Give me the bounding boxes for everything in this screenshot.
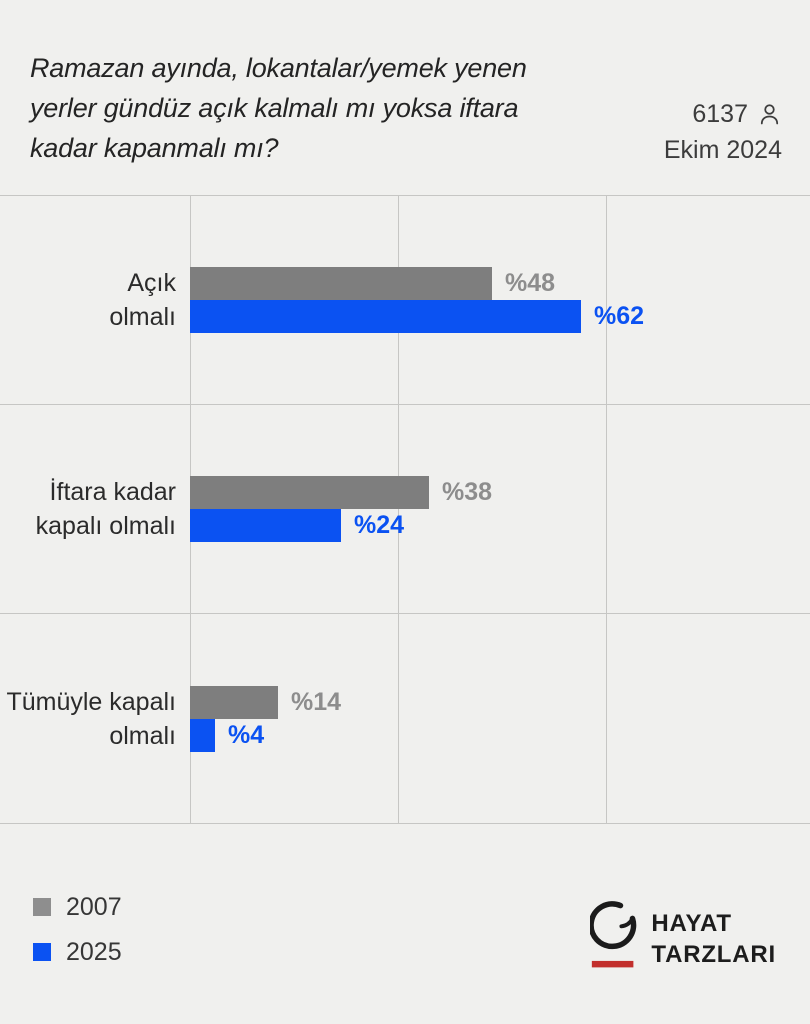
gridline-vertical-2 bbox=[398, 196, 399, 823]
value-label-2007: %14 bbox=[291, 687, 342, 716]
brand-name: HAYAT TARZLARI bbox=[651, 908, 776, 970]
legend-item-2007: 2007 bbox=[33, 893, 122, 921]
title-line-1: Ramazan ayında, lokantalar/yemek yenen bbox=[30, 53, 527, 83]
legend-item-2025: 2025 bbox=[33, 938, 122, 966]
bar-2025 bbox=[190, 300, 581, 333]
bar-2025 bbox=[190, 509, 341, 542]
bar-line-2025: %4 bbox=[190, 718, 341, 752]
swirl-circle-icon bbox=[590, 898, 638, 974]
survey-meta: 6137 Ekim 2024 bbox=[664, 100, 782, 165]
value-label-2025: %4 bbox=[228, 720, 265, 749]
legend-label-2025: 2025 bbox=[66, 937, 122, 966]
value-label-2007: %38 bbox=[442, 478, 493, 506]
bar-2007 bbox=[190, 476, 429, 509]
value-label-2025: %24 bbox=[354, 511, 405, 539]
value-label-2025: %62 bbox=[594, 302, 645, 330]
category-label-line: olmalı bbox=[109, 303, 176, 331]
person-icon bbox=[757, 102, 782, 127]
brand-name-line-1: HAYAT bbox=[651, 910, 732, 937]
sample-size-value: 6137 bbox=[692, 100, 748, 128]
legend-swatch-2007 bbox=[33, 898, 51, 916]
page-title: Ramazan ayında, lokantalar/yemek yenen y… bbox=[30, 48, 670, 168]
bar-group: %14 %4 bbox=[190, 685, 342, 752]
bar-2025 bbox=[190, 718, 215, 752]
chart-legend: 2007 2025 bbox=[33, 893, 122, 983]
survey-date: Ekim 2024 bbox=[663, 136, 782, 164]
gridline-vertical-3 bbox=[606, 196, 607, 823]
bar-line-2007: %48 bbox=[190, 267, 644, 300]
brand-name-line-2: TARZLARI bbox=[651, 941, 776, 968]
legend-swatch-2025 bbox=[33, 943, 51, 961]
bar-2007 bbox=[190, 685, 278, 719]
bar-chart: Açık olmalı %48 %62 İftara kadar kapalı … bbox=[0, 195, 810, 824]
title-line-2: yerler gündüz açık kalmalı mı yoksa ifta… bbox=[30, 93, 519, 123]
category-label-line: Tümüyle kapalı bbox=[6, 687, 176, 716]
sample-size-row: 6137 bbox=[664, 100, 782, 129]
bar-2007 bbox=[190, 267, 492, 300]
bar-line-2025: %24 bbox=[190, 509, 492, 542]
category-label-line: İftara kadar bbox=[49, 478, 176, 506]
category-label: Açık olmalı bbox=[0, 266, 176, 334]
category-label-line: olmalı bbox=[109, 721, 176, 750]
legend-label-2007: 2007 bbox=[66, 892, 122, 921]
title-line-3: kadar kapanmalı mı? bbox=[30, 133, 279, 163]
bar-line-2007: %38 bbox=[190, 476, 492, 509]
bar-group: %38 %24 bbox=[190, 476, 492, 542]
chart-row-acik-olmali: Açık olmalı %48 %62 bbox=[0, 196, 810, 405]
brand-logo: HAYAT TARZLARI bbox=[590, 898, 776, 974]
bar-line-2025: %62 bbox=[190, 300, 644, 333]
value-label-2007: %48 bbox=[505, 269, 556, 297]
category-label: İftara kadar kapalı olmalı bbox=[0, 475, 176, 543]
category-label-line: Açık bbox=[127, 269, 176, 297]
bar-group: %48 %62 bbox=[190, 267, 644, 333]
chart-row-tumuyle-kapali: Tümüyle kapalı olmalı %14 %4 bbox=[0, 614, 810, 823]
bar-line-2007: %14 bbox=[190, 685, 342, 719]
category-label: Tümüyle kapalı olmalı bbox=[0, 685, 176, 753]
chart-row-iftara-kadar: İftara kadar kapalı olmalı %38 %24 bbox=[0, 405, 810, 614]
category-label-line: kapalı olmalı bbox=[35, 512, 176, 540]
